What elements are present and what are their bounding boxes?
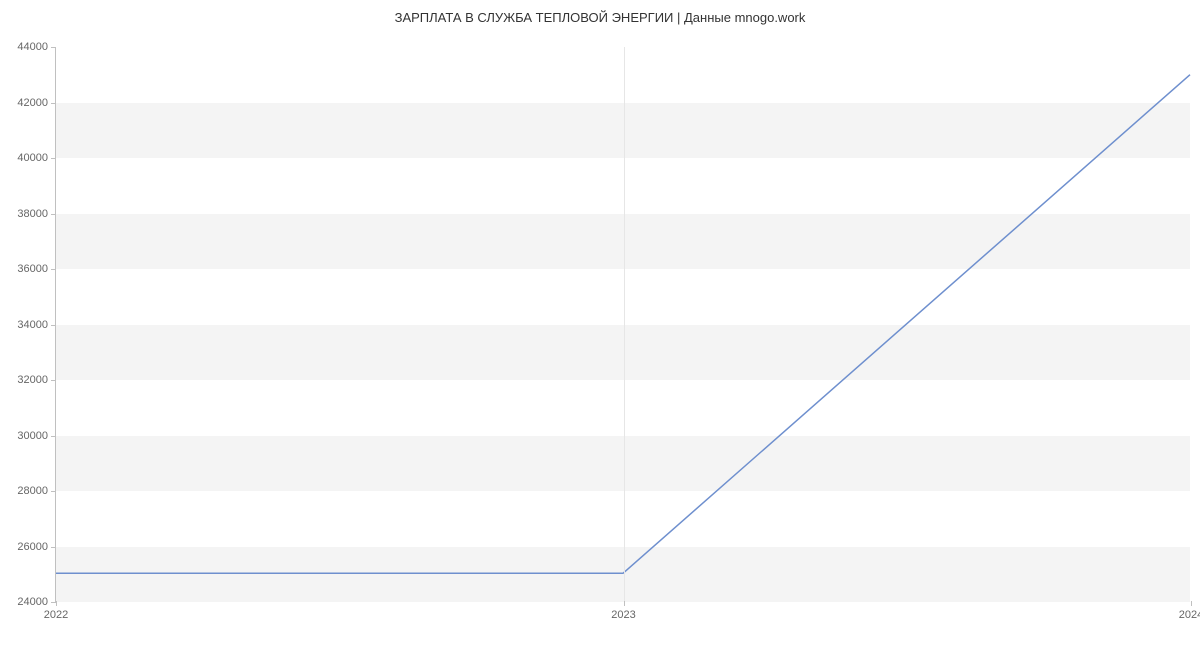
y-axis-tick-label: 34000	[17, 319, 48, 331]
y-axis-tick-mark	[51, 380, 56, 381]
y-axis-tick-label: 42000	[17, 97, 48, 109]
x-axis-tick-mark	[624, 601, 625, 606]
y-axis-tick-label: 38000	[17, 208, 48, 220]
x-axis-tick-label: 2022	[44, 609, 68, 621]
x-axis-tick-label: 2024	[1179, 609, 1200, 621]
salary-line-chart: ЗАРПЛАТА В СЛУЖБА ТЕПЛОВОЙ ЭНЕРГИИ | Дан…	[0, 0, 1200, 650]
x-axis-tick-mark	[1191, 601, 1192, 606]
y-axis-tick-label: 24000	[17, 596, 48, 608]
y-axis-tick-mark	[51, 269, 56, 270]
chart-title: ЗАРПЛАТА В СЛУЖБА ТЕПЛОВОЙ ЭНЕРГИИ | Дан…	[0, 10, 1200, 25]
y-axis-tick-label: 40000	[17, 152, 48, 164]
x-axis-tick-label: 2023	[611, 609, 635, 621]
y-axis-tick-label: 26000	[17, 541, 48, 553]
x-axis-tick-mark	[56, 601, 57, 606]
y-axis-tick-label: 44000	[17, 41, 48, 53]
y-axis-tick-mark	[51, 547, 56, 548]
y-axis-tick-mark	[51, 214, 56, 215]
plot-area: 2400026000280003000032000340003600038000…	[55, 47, 1190, 602]
y-axis-tick-label: 30000	[17, 430, 48, 442]
y-axis-tick-label: 36000	[17, 263, 48, 275]
y-axis-tick-mark	[51, 325, 56, 326]
y-axis-tick-mark	[51, 491, 56, 492]
y-axis-tick-label: 28000	[17, 485, 48, 497]
y-axis-tick-mark	[51, 103, 56, 104]
y-axis-tick-mark	[51, 436, 56, 437]
y-axis-tick-mark	[51, 158, 56, 159]
y-axis-tick-label: 32000	[17, 374, 48, 386]
x-grid-line	[624, 47, 625, 601]
y-axis-tick-mark	[51, 47, 56, 48]
